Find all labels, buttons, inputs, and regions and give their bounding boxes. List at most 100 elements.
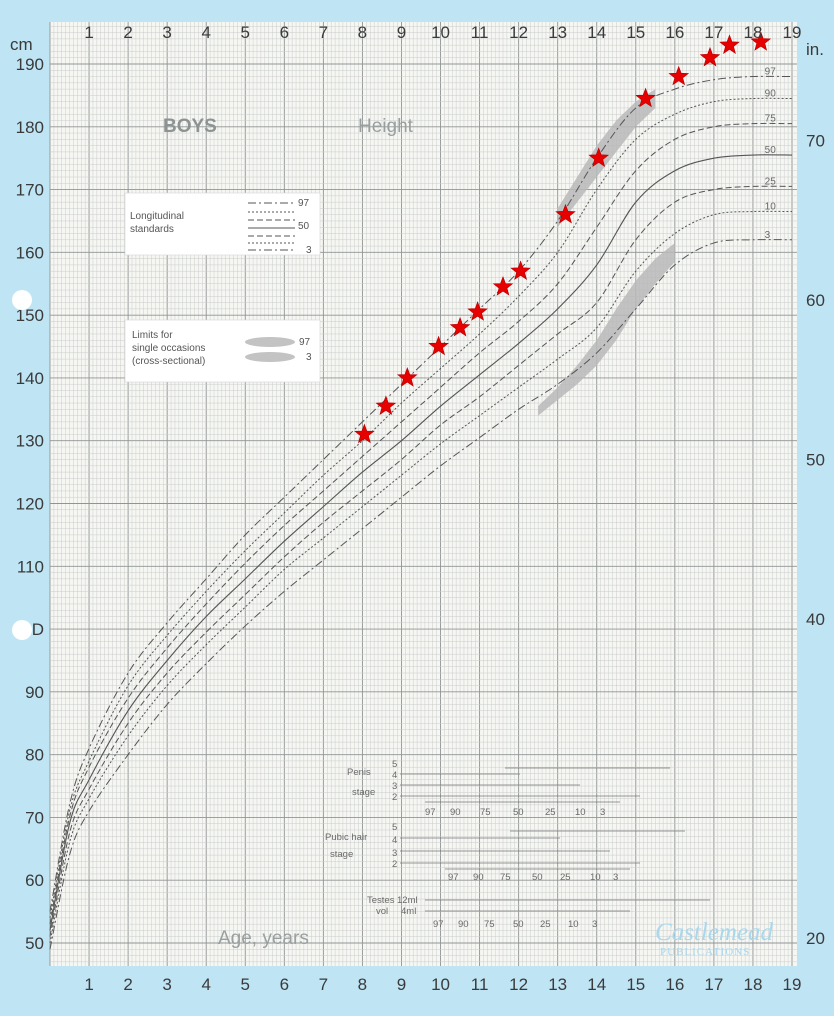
x-axis-title: Age, years	[218, 928, 309, 949]
y-tick-right-label: 60	[806, 291, 825, 310]
binder-hole-bottom	[12, 620, 32, 640]
pubic-pct-10: 10	[590, 872, 601, 883]
x-tick-bottom-label: 13	[548, 975, 567, 994]
testes-label-2: vol	[376, 906, 388, 917]
y-tick-left-label: 110	[17, 557, 44, 576]
measurement-star	[354, 423, 375, 444]
chart-title-right: Height	[358, 116, 414, 137]
y-tick-left-label: D	[32, 620, 44, 639]
y-tick-left-label: 50	[25, 934, 44, 953]
y-tick-left-label: 120	[16, 495, 44, 514]
measurement-star	[510, 260, 531, 280]
x-tick-top-label: 15	[626, 23, 645, 42]
x-tick-bottom-label: 15	[626, 975, 645, 994]
x-tick-top-label: 9	[397, 23, 406, 42]
x-tick-top-label: 4	[201, 23, 210, 42]
x-tick-bottom-label: 9	[397, 975, 406, 994]
legend-longitudinal-97: 97	[298, 198, 310, 209]
measurement-star	[668, 65, 690, 86]
binder-hole-top	[12, 290, 32, 310]
legend-cross-line3: (cross-sectional)	[132, 356, 205, 367]
pubic-pct-97: 97	[448, 872, 459, 883]
axes: 1122334455667788991010111112121313141415…	[16, 23, 825, 994]
x-tick-top-label: 2	[123, 23, 132, 42]
x-tick-top-label: 14	[587, 23, 606, 42]
percentile-label-50: 50	[765, 145, 777, 156]
measurement-star	[588, 147, 610, 167]
pubic-stage-percentiles: 97 90 75 50 25 10 3	[448, 872, 618, 883]
legend-longitudinal-50: 50	[298, 221, 310, 232]
y-tick-left-label: 140	[16, 369, 44, 388]
y-tick-right-label: 50	[806, 451, 825, 470]
y-tick-left-label: 130	[16, 432, 44, 451]
measurement-star	[699, 46, 721, 67]
percentile-label-3: 3	[765, 230, 771, 241]
x-tick-bottom-label: 17	[704, 975, 723, 994]
pubic-stage-5: 5	[392, 822, 397, 833]
x-tick-bottom-label: 8	[358, 975, 367, 994]
x-tick-bottom-label: 6	[280, 975, 289, 994]
testes-volume-block: Testes vol 12ml 4ml 97 90 75 50 25 10 3	[367, 895, 710, 930]
y-unit-right: in.	[806, 40, 824, 59]
x-tick-bottom-label: 10	[431, 975, 450, 994]
pubic-hair-stage-block: Pubic hair stage 5 4 3 2 97 90 75 50 25 …	[325, 822, 685, 883]
x-tick-top-label: 7	[319, 23, 328, 42]
x-tick-bottom-label: 18	[743, 975, 762, 994]
penis-pct-75: 75	[480, 807, 491, 818]
pubic-stage-3: 3	[392, 848, 397, 859]
y-tick-right-label: 20	[806, 929, 825, 948]
measurement-star	[750, 31, 772, 51]
y-tick-left-label: 70	[25, 808, 44, 827]
legend-longitudinal: Longitudinal standards 97 50 3	[124, 192, 321, 256]
pubic-pct-25: 25	[560, 872, 571, 883]
penis-stage-block: Penis stage 5 4 3 2 97 90 75 50 25 10 3	[347, 759, 670, 818]
percentile-label-75: 75	[765, 114, 777, 125]
testes-pct-97: 97	[433, 919, 444, 930]
penis-pct-50: 50	[513, 807, 524, 818]
legend-cross-97: 97	[299, 337, 311, 348]
y-tick-left-label: 170	[16, 181, 44, 200]
x-tick-top-label: 5	[241, 23, 250, 42]
y-tick-left-label: 150	[16, 306, 44, 325]
x-tick-bottom-label: 16	[665, 975, 684, 994]
testes-pct-50: 50	[513, 919, 524, 930]
percentile-curve-90	[49, 97, 793, 918]
percentile-label-25: 25	[765, 176, 777, 187]
x-tick-top-label: 12	[509, 23, 528, 42]
x-tick-top-label: 13	[548, 23, 567, 42]
pubic-stage-2: 2	[392, 859, 397, 870]
y-unit-left: cm	[10, 35, 33, 54]
percentile-curve-50	[49, 154, 793, 931]
penis-pct-90: 90	[450, 807, 461, 818]
cross-sectional-bands	[538, 89, 675, 416]
legend-cross-sectional: Limits for single occasions (cross-secti…	[124, 319, 321, 383]
testes-pct-25: 25	[540, 919, 551, 930]
penis-stage-3: 3	[392, 781, 397, 792]
y-tick-left-label: 160	[16, 243, 44, 262]
pubic-pct-75: 75	[500, 872, 511, 883]
x-tick-top-label: 19	[783, 23, 802, 42]
y-tick-right-label: 70	[806, 132, 825, 151]
percentile-curve-3	[49, 239, 793, 950]
legend-cross-3: 3	[306, 352, 312, 363]
measurement-star	[555, 203, 576, 224]
measurement-star	[375, 395, 397, 416]
x-tick-bottom-label: 5	[241, 975, 250, 994]
penis-pct-97: 97	[425, 807, 436, 818]
y-tick-right-label: 40	[806, 610, 825, 629]
testes-percentiles: 97 90 75 50 25 10 3	[433, 919, 597, 930]
legend-band-97	[245, 337, 295, 347]
chart-title-left: BOYS	[163, 116, 217, 137]
legend-cross-box	[124, 319, 321, 383]
grid	[49, 22, 797, 966]
pubic-stage-label-2: stage	[330, 849, 353, 860]
x-tick-bottom-label: 3	[162, 975, 171, 994]
measurement-star	[492, 276, 514, 296]
percentile-label-90: 90	[765, 89, 777, 100]
x-tick-top-label: 10	[431, 23, 450, 42]
measurement-star	[635, 87, 656, 108]
penis-stage-5: 5	[392, 759, 397, 770]
x-tick-top-label: 11	[471, 23, 489, 42]
